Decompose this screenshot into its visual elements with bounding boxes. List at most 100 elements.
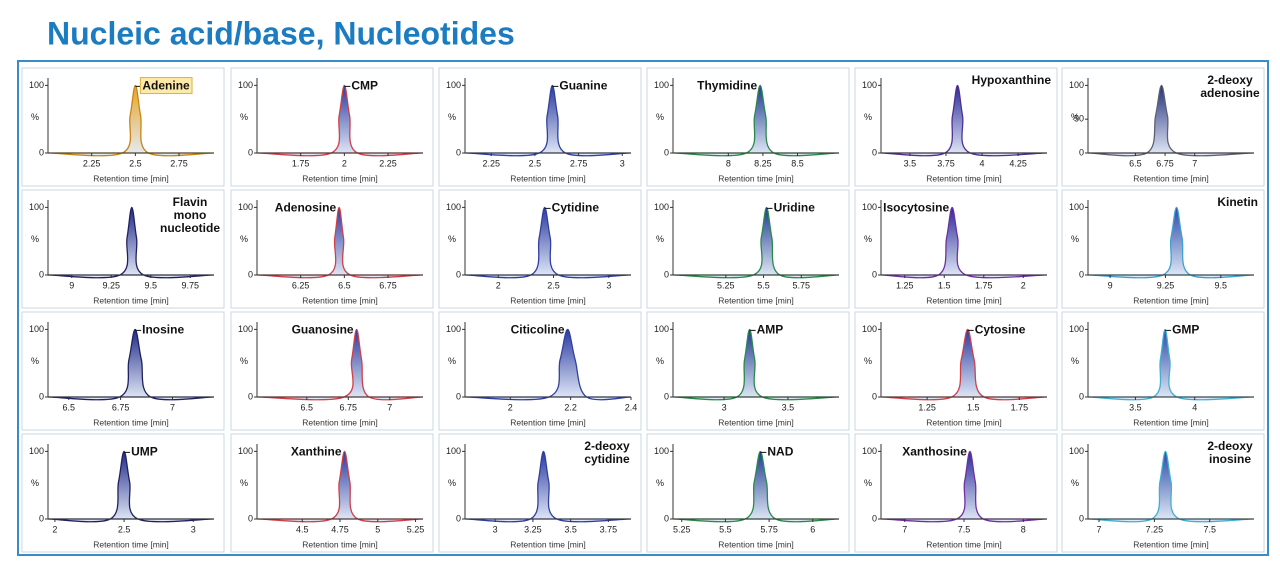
chart-panel: 0 100% 1.25 1.5 1.75 2 Retention time [min] Iso… (854, 189, 1058, 309)
chart-panel: 0 100% 7 7.5 8 Retention time [min] Xanthosine (854, 433, 1058, 553)
x-axis-label: Retention time [min] (1133, 173, 1209, 183)
x-tick-label: 6.75 (112, 402, 130, 412)
compound-label: UMP (131, 445, 158, 459)
compound-label: Thymidine (697, 79, 757, 93)
compound-label: Uridine (774, 201, 816, 215)
x-tick-label: 4.75 (331, 524, 349, 534)
y-tick-label: 100 (238, 202, 253, 212)
y-tick-label: 100 (654, 80, 669, 90)
x-tick-label: 9.25 (1157, 280, 1175, 290)
x-tick-label: 9.25 (102, 280, 120, 290)
x-axis-label: Retention time [min] (510, 417, 586, 427)
y-axis-label: % (240, 478, 248, 488)
compound-label: mono (174, 208, 207, 222)
y-axis-label: % (448, 112, 456, 122)
x-tick-label: 6.25 (292, 280, 310, 290)
panel-border (438, 311, 642, 431)
x-tick-label: 7 (170, 402, 175, 412)
y-tick-label: 100 (654, 202, 669, 212)
chart-panel: 0 100% 8 8.25 8.5 Retention time [min] Thymidi… (646, 67, 850, 187)
x-tick-label: 7 (1192, 158, 1197, 168)
x-tick-label: 7 (387, 402, 392, 412)
x-tick-label: 5 (375, 524, 380, 534)
chart-panel: 0 100% 4.5 4.75 5 5.25 Retention time [min] Xan… (230, 433, 434, 553)
x-tick-label: 2 (52, 524, 57, 534)
x-tick-label: 3.5 (782, 402, 795, 412)
y-tick-label: 0 (39, 147, 44, 157)
x-tick-label: 4 (980, 158, 985, 168)
x-axis-label: Retention time [min] (510, 173, 586, 183)
chart-panel: 0 100% 7 7.25 7.5 Retention time [min] 2-deoxy… (1061, 433, 1265, 553)
y-axis-label: % (656, 478, 664, 488)
y-tick-label: 100 (446, 202, 461, 212)
compound-label: CMP (351, 79, 378, 93)
chart-panel: 0 100% 1.25 1.5 1.75 Retention time [min] Cyto… (854, 311, 1058, 431)
label-highlight (139, 77, 193, 95)
x-tick-label: 6.75 (1156, 158, 1174, 168)
x-tick-label: 1.75 (292, 158, 310, 168)
compound-label: 2-deoxy (584, 439, 630, 453)
y-axis-label: % (240, 356, 248, 366)
compound-label: Adenine (142, 79, 190, 93)
compound-label: NAD (767, 445, 793, 459)
panel-border (854, 311, 1058, 431)
compound-label: Kinetin (1217, 195, 1258, 209)
y-tick-label: 0 (248, 269, 253, 279)
panel-border (646, 67, 850, 187)
x-tick-label: 2.5 (129, 158, 142, 168)
compound-label: cytidine (584, 452, 630, 466)
compound-label: nucleotide (160, 221, 220, 235)
panel-border (230, 433, 434, 553)
y-axis-label: % (656, 112, 664, 122)
y-axis-label: % (448, 356, 456, 366)
y-tick-label: 0 (39, 513, 44, 523)
y-axis-label: % (448, 234, 456, 244)
x-axis-label: Retention time [min] (1133, 539, 1209, 549)
y-tick-label: 0 (872, 391, 877, 401)
x-tick-label: 8.25 (754, 158, 772, 168)
y-tick-label: 100 (654, 324, 669, 334)
compound-label: Citicoline (511, 323, 565, 337)
y-tick-label: 0 (664, 269, 669, 279)
x-axis-label: Retention time [min] (302, 539, 378, 549)
x-tick-label: 3 (191, 524, 196, 534)
y-tick-label: 100 (29, 202, 44, 212)
chart-panel: 0 100% 6.5 6.75 7 Retention time [min] Guanosi… (230, 311, 434, 431)
x-tick-label: 8 (1021, 524, 1026, 534)
y-axis-label: % (1071, 112, 1079, 122)
x-axis-label: Retention time [min] (93, 539, 169, 549)
y-tick-label: 0 (872, 513, 877, 523)
x-tick-label: 5.5 (719, 524, 732, 534)
y-axis-label: % (240, 234, 248, 244)
y-axis-label: % (656, 234, 664, 244)
x-tick-label: 8.5 (791, 158, 804, 168)
x-tick-label: 1.5 (938, 280, 951, 290)
compound-label: GMP (1172, 323, 1199, 337)
panel-border (854, 433, 1058, 553)
y-tick-label: 100 (862, 202, 877, 212)
y-tick-label: 0 (39, 391, 44, 401)
x-tick-label: 2.5 (118, 524, 131, 534)
y-tick-label: 50 (1074, 114, 1084, 124)
compound-label: Guanine (559, 79, 607, 93)
compound-label: Inosine (142, 323, 184, 337)
x-tick-label: 4.5 (296, 524, 309, 534)
x-tick-label: 3.5 (564, 524, 577, 534)
y-axis-label: % (864, 356, 872, 366)
x-axis-label: Retention time [min] (926, 173, 1002, 183)
chart-panel: 0 100% 9 9.25 9.5 9.75 Retention time [min] Fla… (21, 189, 225, 309)
x-tick-label: 3.5 (1129, 402, 1142, 412)
y-axis-label: % (1071, 478, 1079, 488)
chart-panel: 0 50 100% 6.5 6.75 7 Retention time [min] 2-deo… (1061, 67, 1265, 187)
y-tick-label: 0 (248, 391, 253, 401)
x-tick-label: 6 (810, 524, 815, 534)
panel-border (21, 311, 225, 431)
x-tick-label: 5.75 (760, 524, 778, 534)
y-tick-label: 0 (1079, 147, 1084, 157)
x-tick-label: 6.75 (340, 402, 358, 412)
x-tick-label: 2.5 (529, 158, 542, 168)
x-axis-label: Retention time [min] (718, 417, 794, 427)
y-tick-label: 100 (446, 80, 461, 90)
